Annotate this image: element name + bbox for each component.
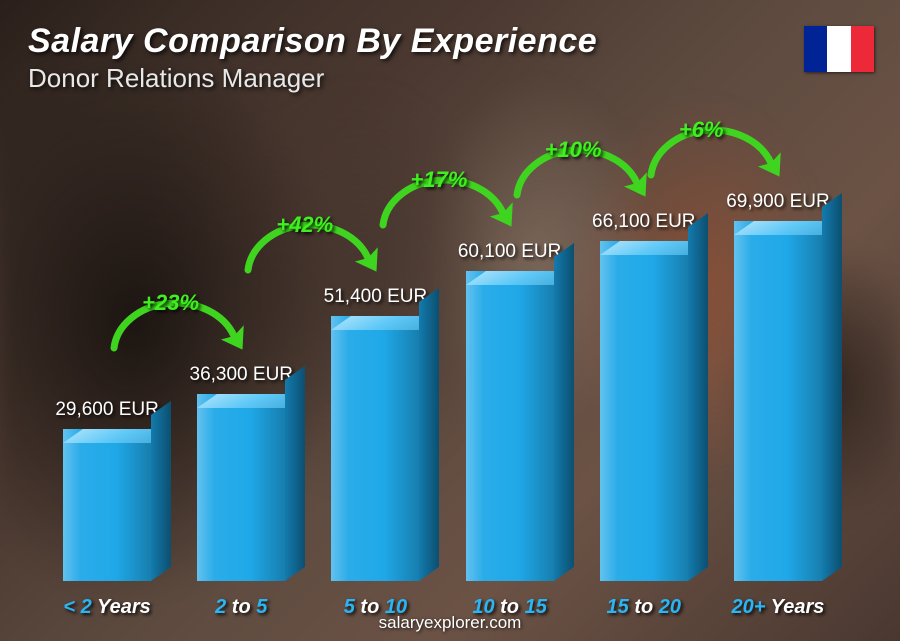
bar-side-face — [419, 302, 439, 581]
france-flag-icon — [804, 26, 874, 72]
bar-value-label: 36,300 EUR — [190, 364, 294, 386]
title-block: Salary Comparison By Experience Donor Re… — [28, 22, 597, 94]
increase-pct-label: +6% — [679, 117, 724, 143]
chart-area: 29,600 EUR36,300 EUR+23%51,400 EUR+42%60… — [40, 120, 845, 581]
bar — [197, 394, 285, 581]
increase-pct-label: +17% — [411, 167, 468, 193]
flag-stripe-red — [851, 26, 874, 72]
bar-front-face — [734, 221, 822, 581]
bar — [63, 429, 151, 581]
chart-subtitle: Donor Relations Manager — [28, 63, 597, 94]
bar-side-face — [822, 207, 842, 581]
increase-arc: +17% — [371, 163, 511, 243]
bar-value-label: 66,100 EUR — [592, 211, 696, 233]
bar-value-label: 60,100 EUR — [458, 241, 562, 263]
bar-value-label: 69,900 EUR — [726, 191, 830, 213]
bar-front-face — [331, 316, 419, 581]
flag-stripe-blue — [804, 26, 827, 72]
bar-group: 69,900 EUR+6% — [711, 120, 845, 581]
increase-arc: +6% — [639, 113, 779, 193]
increase-arc: +23% — [102, 286, 242, 366]
bar — [734, 221, 822, 581]
bar — [600, 241, 688, 581]
bar-value-label: 29,600 EUR — [55, 399, 159, 421]
bar-side-face — [285, 380, 305, 581]
bar — [331, 316, 419, 581]
increase-pct-label: +23% — [142, 290, 199, 316]
bar-group: 36,300 EUR+23% — [174, 120, 308, 581]
bar — [466, 271, 554, 581]
footer-attribution: salaryexplorer.com — [0, 613, 900, 633]
increase-pct-label: +10% — [545, 137, 602, 163]
bar-front-face — [63, 429, 151, 581]
chart-title: Salary Comparison By Experience — [28, 22, 597, 61]
bar-front-face — [197, 394, 285, 581]
increase-arc: +10% — [505, 133, 645, 213]
bar-side-face — [151, 415, 171, 581]
flag-stripe-white — [827, 26, 850, 72]
increase-pct-label: +42% — [276, 212, 333, 238]
bar-side-face — [554, 257, 574, 581]
bar-side-face — [688, 227, 708, 581]
bar-front-face — [466, 271, 554, 581]
bar-value-label: 51,400 EUR — [324, 286, 428, 308]
increase-arc: +42% — [236, 208, 376, 288]
bar-front-face — [600, 241, 688, 581]
